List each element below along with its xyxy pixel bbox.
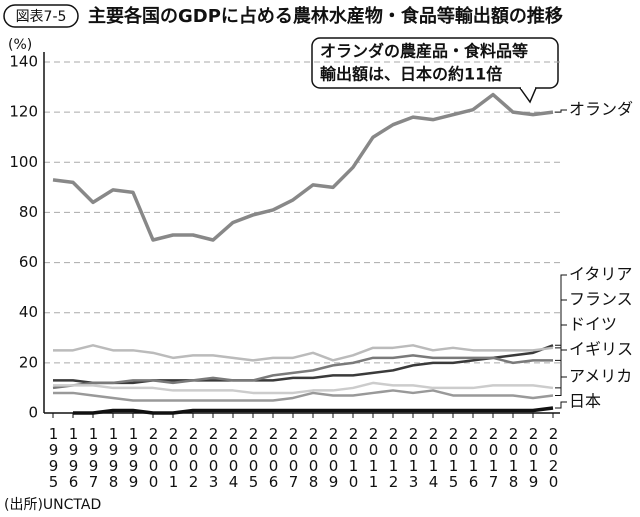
x-tick-label: 2003 (205, 425, 223, 489)
legend-label: イギリス (569, 340, 633, 359)
leader-line (555, 109, 567, 113)
x-tick-label: 1997 (85, 425, 103, 489)
series-line (53, 381, 554, 395)
annotation-line: 輸出額は、日本の約11倍 (320, 65, 502, 84)
x-tick-label: 2014 (425, 425, 443, 489)
y-tick-label: 100 (9, 153, 38, 171)
leader-line (555, 299, 567, 349)
series-line (52, 354, 553, 390)
legend-label: ドイツ (569, 315, 617, 334)
x-tick-label: 2004 (225, 425, 243, 489)
leader-line (555, 376, 567, 396)
y-tick-label: 0 (28, 404, 38, 422)
x-tick-label: 1996 (65, 425, 83, 489)
y-tick-label: 60 (19, 253, 38, 271)
annotation-pointer-mask (521, 86, 535, 89)
badge-frame (3, 4, 79, 28)
x-tick-label: 2002 (185, 425, 203, 489)
annotation-box (311, 37, 559, 89)
x-tick-label: 2017 (485, 425, 503, 489)
series-line (53, 389, 554, 402)
series-line (53, 344, 554, 362)
y-tick-label: 20 (19, 353, 38, 371)
x-tick-label: 1998 (105, 425, 123, 489)
x-tick-label: 1995 (45, 425, 63, 489)
legend-label: アメリカ (569, 367, 632, 386)
annotation-pointer (519, 87, 537, 104)
x-tick-label: 2007 (285, 425, 303, 489)
x-tick-label: 2011 (365, 425, 383, 489)
leader-line (555, 401, 567, 409)
y-unit: (%) (8, 37, 32, 53)
x-tick-label: 2015 (445, 425, 463, 489)
x-tick-label: 2010 (345, 425, 363, 489)
leader-line (555, 324, 567, 361)
annotation-line: オランダの農産品・食料品等 (320, 42, 528, 61)
x-tick-label: 2020 (545, 425, 563, 489)
x-tick-label: 2006 (265, 425, 283, 489)
series-line (73, 406, 554, 415)
source: (出所)UNCTAD (4, 497, 101, 513)
x-tick-label: 2013 (405, 425, 423, 489)
x-tick-label: 2012 (385, 425, 403, 489)
x-tick-label: 2019 (525, 425, 543, 489)
x-tick-label: 2018 (505, 425, 523, 489)
x-tick-label: 2016 (465, 425, 483, 489)
leader-line (555, 349, 567, 389)
y-tick-label: 80 (19, 203, 38, 221)
legend-label: イタリア (569, 265, 632, 284)
x-tick-label: 2009 (325, 425, 343, 489)
legend-label: オランダ (569, 100, 633, 119)
y-tick-label: 120 (9, 103, 38, 121)
legend-label: 日本 (569, 392, 601, 411)
x-tick-label: 2005 (245, 425, 263, 489)
y-tick-label: 40 (19, 303, 38, 321)
badge: 図表7-5 (16, 9, 67, 25)
x-tick-label: 2008 (305, 425, 323, 489)
y-tick-label: 140 (9, 53, 38, 71)
legend-label: フランス (569, 290, 633, 309)
series-line (52, 92, 554, 242)
series-line (53, 344, 554, 385)
x-tick-label: 2000 (145, 425, 163, 489)
x-tick-label: 2001 (165, 425, 183, 489)
x-tick-label: 1999 (125, 425, 143, 489)
chart-title: 主要各国のGDPに占める農林水産物・食品等輸出額の推移 (88, 5, 563, 27)
